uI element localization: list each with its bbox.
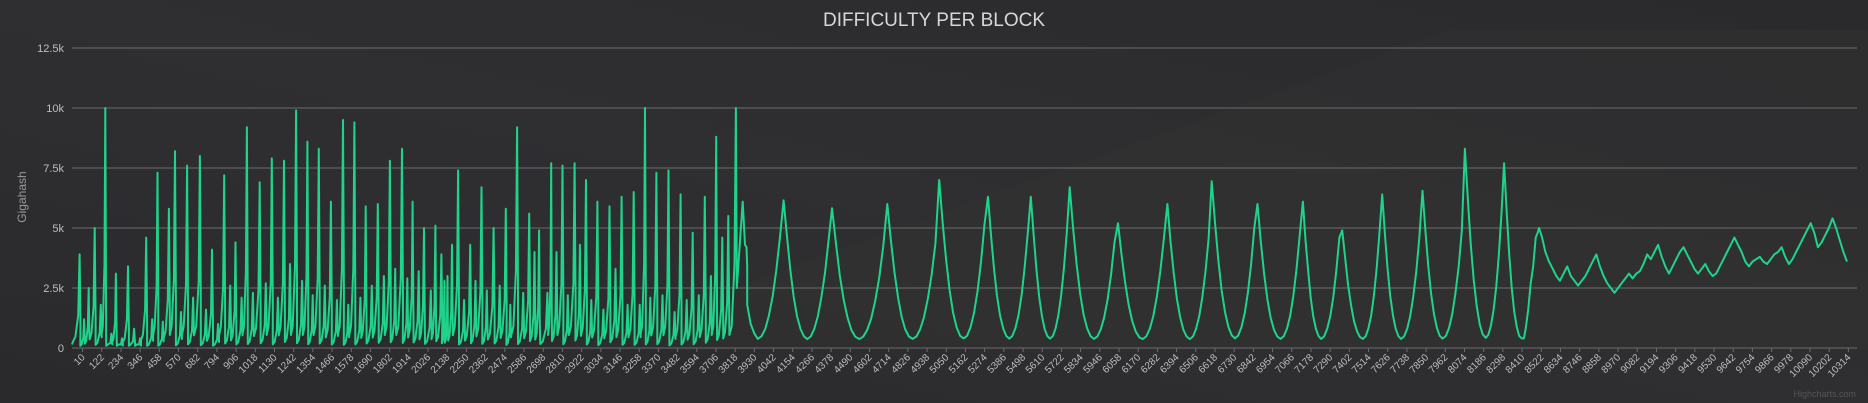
y-tick-label: 10k [46,103,64,115]
series-line [71,107,1848,347]
y-tick-label: 0 [58,343,64,355]
y-tick-label: 7.5k [43,163,64,175]
y-tick-label: 2.5k [43,283,64,295]
y-tick-label: 5k [52,223,64,235]
y-tick-label: 12.5k [37,43,64,55]
series-layer [71,107,1848,347]
y-axis-title: Gigahash [15,171,29,222]
chart-title: DIFFICULTY PER BLOCK [823,10,1045,31]
background-shading [560,30,1868,350]
chart-credit: Highcharts.com [1793,389,1856,399]
y-axis: 0 2.5k 5k 7.5k 10k 12.5k [37,43,64,355]
